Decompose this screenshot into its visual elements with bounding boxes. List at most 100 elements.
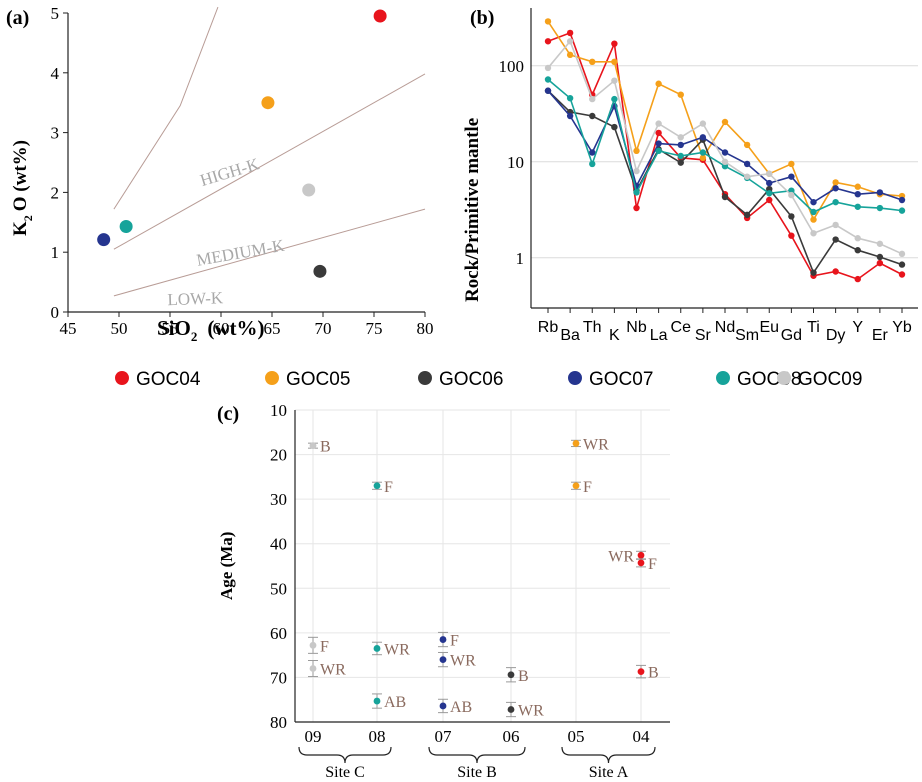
b-point-GOC06 xyxy=(677,159,684,166)
b-x-tick-label: Eu xyxy=(759,319,779,336)
b-point-GOC08 xyxy=(677,152,684,160)
b-x-tick-label: Er xyxy=(872,327,889,344)
b-point-GOC05 xyxy=(544,18,552,25)
c-point-label: AB xyxy=(450,699,472,716)
b-point-GOC09 xyxy=(589,95,596,103)
c-point-label: AB xyxy=(384,694,406,711)
b-point-GOC06 xyxy=(832,236,839,243)
b-y-tick-label: 100 xyxy=(499,57,525,76)
b-point-GOC05 xyxy=(788,160,795,168)
b-point-GOC08 xyxy=(566,94,574,102)
b-point-GOC09 xyxy=(544,64,552,72)
b-point-GOC09 xyxy=(832,221,839,229)
legend-marker-GOC06 xyxy=(418,371,432,385)
a-x-tick-label: 70 xyxy=(315,319,332,338)
a-y-tick-label: 1 xyxy=(51,243,60,262)
c-x-tick-label: 06 xyxy=(503,727,520,746)
c-x-tick-label: 09 xyxy=(305,727,322,746)
legend-label-GOC07: GOC07 xyxy=(589,369,653,390)
c-point-GOC05 xyxy=(572,482,580,490)
b-point-GOC08 xyxy=(854,203,861,210)
panel-c-ylabel: Age (Ma) xyxy=(217,532,236,600)
b-point-GOC05 xyxy=(566,51,574,59)
a-y-tick-label: 3 xyxy=(51,124,60,143)
panel-b-plot-area: 1 10 100 Rb Ba Th K Nb La Ce Sr Nd Sm Eu Gd Ti Dy Y Er Yb xyxy=(499,8,918,344)
b-x-tick-label: La xyxy=(650,327,668,344)
c-point-GOC06 xyxy=(507,671,515,679)
c-point-GOC08 xyxy=(373,482,381,490)
b-point-GOC04 xyxy=(788,232,795,239)
b-x-tick-label: Gd xyxy=(781,327,802,344)
b-point-GOC09 xyxy=(566,38,574,45)
a-x-tick-label: 75 xyxy=(366,319,383,338)
c-point-GOC05 xyxy=(572,440,580,447)
panel-c-plot-area: 10 20 30 40 50 60 70 80 09 08 07 06 05 04 B F WR F WR AB F WR… xyxy=(270,401,670,781)
b-point-GOC07 xyxy=(743,160,751,168)
b-point-GOC09 xyxy=(699,120,707,127)
c-site-label: Site C xyxy=(325,764,365,781)
b-point-GOC06 xyxy=(721,193,729,201)
panel-c-label: (c) xyxy=(217,403,239,425)
panel-b-label: (b) xyxy=(470,7,494,29)
b-x-tick-label: Sm xyxy=(735,327,759,344)
panel-a-xlabel: SiO2 (wt%) xyxy=(157,316,265,344)
c-y-tick-label: 80 xyxy=(270,713,287,732)
c-point-label: F xyxy=(648,556,657,573)
b-x-tick-label: K xyxy=(609,327,620,344)
c-site-brace xyxy=(428,746,526,764)
c-point-GOC04 xyxy=(637,668,645,676)
b-point-GOC08 xyxy=(699,149,707,156)
c-point-label: WR xyxy=(518,703,544,720)
c-point-GOC09 xyxy=(309,665,317,672)
b-point-GOC07 xyxy=(876,189,884,196)
legend-marker-GOC09 xyxy=(777,371,791,385)
legend-label-GOC04: GOC04 xyxy=(136,369,201,390)
legend-label-GOC06: GOC06 xyxy=(439,369,503,390)
c-y-tick-label: 40 xyxy=(270,535,287,554)
c-point-GOC08 xyxy=(373,697,381,705)
b-point-GOC08 xyxy=(611,95,618,103)
a-point-GOC08 xyxy=(119,219,133,233)
b-point-GOC08 xyxy=(589,160,596,168)
b-point-GOC05 xyxy=(633,147,640,155)
a-point-GOC06 xyxy=(313,264,327,278)
b-series-line-GOC06 xyxy=(547,90,903,275)
c-x-tick-label: 05 xyxy=(568,727,585,746)
c-point-GOC07 xyxy=(439,656,447,663)
b-point-GOC07 xyxy=(810,198,817,206)
panel-b-ylabel: Rock/Primitive mantle xyxy=(462,118,483,302)
b-point-GOC05 xyxy=(721,118,729,126)
b-point-GOC04 xyxy=(655,129,662,137)
a-point-GOC04 xyxy=(373,9,387,23)
b-point-GOC04 xyxy=(611,40,618,47)
b-point-GOC08 xyxy=(898,207,906,214)
a-field-label: HIGH-K xyxy=(198,154,262,190)
b-point-GOC05 xyxy=(589,58,596,66)
b-x-tick-label: Nb xyxy=(626,319,647,336)
b-point-GOC05 xyxy=(655,80,662,87)
b-point-GOC07 xyxy=(699,134,707,141)
c-point-GOC08 xyxy=(373,645,381,652)
b-x-tick-label: Dy xyxy=(826,327,846,344)
b-y-tick-label: 1 xyxy=(516,249,525,268)
a-x-tick-label: 55 xyxy=(162,319,179,338)
a-x-tick-label: 80 xyxy=(417,319,434,338)
a-point-GOC07 xyxy=(97,233,111,247)
a-x-tick-label: 50 xyxy=(111,319,128,338)
a-boundary-line xyxy=(113,6,219,210)
b-x-tick-label: Ba xyxy=(560,327,580,344)
b-point-GOC04 xyxy=(766,196,773,204)
c-point-label: F xyxy=(384,479,393,496)
b-point-GOC07 xyxy=(854,190,861,198)
c-point-GOC06 xyxy=(507,706,515,713)
b-point-GOC04 xyxy=(854,275,861,283)
b-x-tick-label: Yb xyxy=(892,319,912,336)
panel-a: (a) 45 50 55 60 65 70 75 80012345HIGH-KMEDIUM-K… xyxy=(6,4,434,344)
b-point-GOC07 xyxy=(589,149,596,156)
a-point-GOC05 xyxy=(261,96,275,110)
legend-marker-GOC04 xyxy=(115,371,129,385)
c-y-tick-label: 20 xyxy=(270,446,287,465)
b-point-GOC04 xyxy=(832,268,839,275)
b-point-GOC09 xyxy=(810,230,817,237)
